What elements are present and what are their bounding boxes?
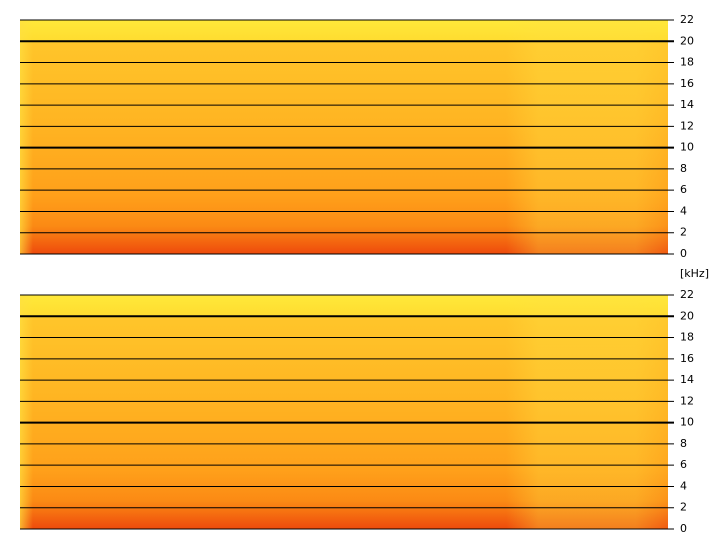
y-tick-label: 0 (680, 522, 687, 535)
y-tick-label: 0 (680, 247, 687, 260)
y-tick-label: 4 (680, 479, 687, 492)
y-tick-label: 18 (680, 56, 694, 69)
y-tick-label: 10 (680, 416, 694, 429)
y-tick-label: 10 (680, 141, 694, 154)
y-tick-label: 12 (680, 394, 694, 407)
y-tick-label: 16 (680, 77, 694, 90)
y-tick-label: 18 (680, 331, 694, 344)
y-tick-label: 22 (680, 288, 694, 301)
y-tick-label: 14 (680, 98, 694, 111)
y-tick-label: 22 (680, 13, 694, 26)
y-tick-label: 16 (680, 352, 694, 365)
y-tick-label: 4 (680, 204, 687, 217)
spectrogram-shade (20, 295, 668, 529)
y-tick-label: 6 (680, 183, 687, 196)
y-tick-label: 12 (680, 119, 694, 132)
y-tick-label: 8 (680, 162, 687, 175)
y-tick-label: 2 (680, 226, 687, 239)
y-tick-label: 20 (680, 309, 694, 322)
y-axis-label: [kHz] (680, 267, 709, 280)
y-tick-label: 2 (680, 501, 687, 514)
y-tick-label: 8 (680, 437, 687, 450)
y-tick-label: 14 (680, 373, 694, 386)
y-tick-label: 6 (680, 458, 687, 471)
spectrogram-shade (20, 20, 668, 254)
y-tick-label: 20 (680, 34, 694, 47)
